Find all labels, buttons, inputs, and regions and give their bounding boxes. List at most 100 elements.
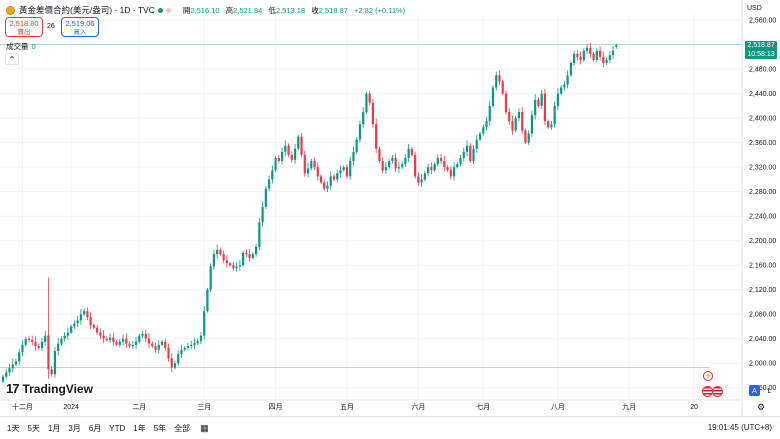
candle-body <box>605 59 608 64</box>
y-tick-label: 2,400.00 <box>749 116 776 123</box>
timeframe-3m[interactable]: 3月 <box>68 423 81 433</box>
candle-body <box>459 157 462 165</box>
symbol-header[interactable]: 黃金差價合約(美元/盎司) · 1D · TVC 開2,516.10 高2,52… <box>6 3 409 17</box>
candle-body <box>537 99 540 106</box>
candle-body <box>501 81 504 94</box>
candle-body <box>112 337 115 342</box>
flash-event-icon[interactable]: ⚡ <box>703 371 713 381</box>
date-range-calendar-icon[interactable]: ▦ <box>200 422 209 433</box>
auto-scale-button[interactable]: A <box>749 385 760 396</box>
candle-body <box>164 341 167 348</box>
candle-body <box>190 344 193 347</box>
candle-body <box>199 335 203 342</box>
settings-gear-icon[interactable]: ⚙ <box>757 402 766 412</box>
candle-body <box>449 170 452 177</box>
candle-body <box>138 335 141 342</box>
candle-body <box>352 151 355 162</box>
candle-body <box>404 157 407 165</box>
candle-body <box>485 121 488 128</box>
y-tick-label: 2,440.00 <box>749 91 776 98</box>
candle-body <box>86 311 89 318</box>
x-tick-label: 九月 <box>622 402 636 411</box>
candle-body <box>40 341 44 348</box>
candle-body <box>345 167 349 177</box>
candle-body <box>384 167 388 171</box>
collapse-legend-button[interactable]: ⌃ <box>5 53 19 65</box>
candle-body <box>339 170 342 174</box>
candle-body <box>99 332 102 336</box>
candle-body <box>131 344 134 347</box>
candle-body <box>582 50 585 60</box>
candle-body <box>18 352 21 362</box>
candle-body <box>115 341 118 345</box>
timeframe-all[interactable]: 全部 <box>174 423 191 433</box>
candle-body <box>595 50 598 60</box>
candle-body <box>407 148 410 158</box>
candle-body <box>469 145 472 162</box>
symbol-title[interactable]: 黃金差價合約(美元/盎司) · 1D · TVC <box>19 5 155 15</box>
sell-price: 2,518.80 <box>9 19 39 28</box>
x-tick-label: 三月 <box>197 403 211 411</box>
candle-body <box>553 105 556 125</box>
candle-body <box>368 93 371 103</box>
y-tick-label: 2,200.00 <box>749 238 776 245</box>
candle-body <box>602 56 605 64</box>
candle-body <box>426 167 430 174</box>
candle-body <box>478 133 482 140</box>
timeframe-5y[interactable]: 5年 <box>153 423 167 433</box>
candle-body <box>21 344 24 353</box>
us-flag-event-icon-2[interactable] <box>712 386 723 397</box>
clock-display[interactable]: 19:01:45 (UTC+8) <box>707 423 772 432</box>
candle-body <box>229 263 232 266</box>
candle-body <box>274 157 277 171</box>
timeframe-5d[interactable]: 5天 <box>27 423 40 433</box>
timeframe-6m[interactable]: 6月 <box>88 423 102 433</box>
x-tick-label: 五月 <box>340 403 354 411</box>
buy-button[interactable]: 2,519.06 買入 <box>61 17 99 37</box>
candle-body <box>446 167 449 171</box>
tradingview-logo-text: TradingView <box>22 381 93 396</box>
candle-body <box>261 207 264 223</box>
timeframe-1d[interactable]: 1天 <box>7 423 20 433</box>
candle-body <box>456 164 459 168</box>
candle-body <box>508 112 511 122</box>
volume-legend[interactable]: 成交量 0 <box>6 41 36 52</box>
candle-body <box>433 164 436 171</box>
candle-body <box>232 265 235 269</box>
candle-body <box>24 338 27 345</box>
candle-body <box>576 53 579 57</box>
low-value: 2,513.18 <box>275 5 306 15</box>
timeframe-ytd[interactable]: YTD <box>109 423 126 433</box>
timeframe-1m[interactable]: 1月 <box>47 423 61 433</box>
y-tick-label: 2,000.00 <box>749 361 776 368</box>
open-value: 2,516.10 <box>190 5 220 15</box>
candle-body <box>57 343 60 351</box>
candle-body <box>524 130 527 143</box>
candle-body <box>37 346 40 348</box>
log-scale-button[interactable]: L <box>767 386 772 395</box>
tradingview-logo[interactable]: 17 TradingView <box>6 381 93 396</box>
candle-body <box>381 161 384 171</box>
candle-body <box>329 176 332 186</box>
candle-body <box>53 350 57 375</box>
candle-body <box>569 63 572 76</box>
candle-body <box>183 347 186 350</box>
candle-body <box>180 349 183 355</box>
candle-body <box>547 121 550 128</box>
candle-body <box>27 338 31 340</box>
sell-button[interactable]: 2,518.80 賣出 <box>5 17 43 37</box>
x-tick-label: 2024 <box>63 404 79 411</box>
candle-body <box>1 376 5 382</box>
y-tick-label: 2,120.00 <box>749 287 776 294</box>
currency-label[interactable]: USD <box>747 5 762 12</box>
timeframe-1y[interactable]: 1年 <box>133 423 146 433</box>
candle-body <box>316 167 319 177</box>
candle-body <box>560 87 563 94</box>
candle-body <box>60 338 63 344</box>
candle-body <box>128 343 131 347</box>
candle-body <box>170 358 173 368</box>
candle-body <box>540 93 543 106</box>
x-tick-label: 六月 <box>411 402 425 411</box>
candle-body <box>313 161 316 168</box>
